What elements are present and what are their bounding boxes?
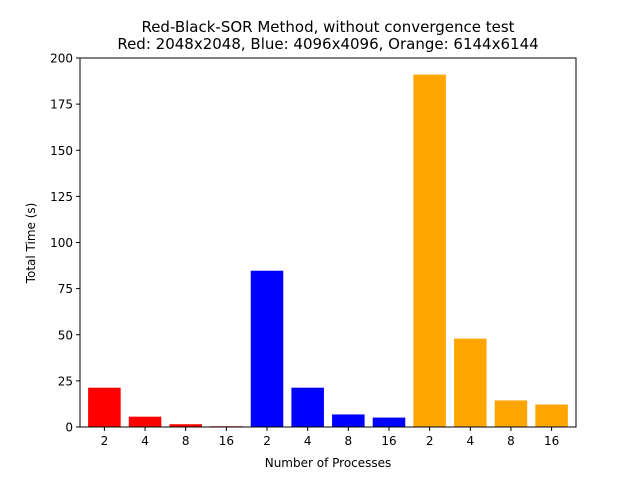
x-tick-label: 8 [182, 434, 190, 448]
y-axis-label: Total Time (s) [24, 203, 38, 285]
chart-subtitle: Red: 2048x2048, Blue: 4096x4096, Orange:… [117, 35, 538, 53]
y-tick-label: 125 [50, 190, 73, 204]
x-axis-ticks: 2 4 8 16 2 4 8 16 2 4 8 16 [101, 427, 559, 448]
bar [413, 74, 446, 427]
bar [494, 400, 528, 427]
y-axis-ticks: 0 25 50 75 100 125 150 175 200 [50, 52, 80, 435]
x-tick-label: 8 [507, 434, 515, 448]
bar [88, 387, 121, 427]
bar-group [88, 74, 568, 427]
x-axis-label: Number of Processes [265, 456, 392, 470]
bar [169, 424, 202, 427]
plot-frame [79, 57, 577, 428]
x-tick-label: 4 [466, 434, 474, 448]
y-tick-label: 0 [65, 421, 73, 435]
bar [128, 416, 162, 427]
x-tick-label: 4 [141, 434, 149, 448]
y-tick-label: 100 [50, 236, 73, 250]
bar [454, 338, 487, 427]
bar [250, 270, 284, 427]
bar [535, 404, 568, 427]
x-tick-label: 2 [263, 434, 271, 448]
bar [291, 387, 324, 427]
x-tick-label: 4 [304, 434, 312, 448]
y-tick-label: 200 [50, 52, 73, 66]
x-tick-label: 2 [426, 434, 434, 448]
x-tick-label: 2 [101, 434, 109, 448]
y-tick-label: 25 [58, 374, 73, 388]
x-tick-label: 16 [544, 434, 559, 448]
bar [332, 414, 365, 427]
x-tick-label: 16 [219, 434, 234, 448]
y-tick-label: 175 [50, 98, 73, 112]
y-tick-label: 150 [50, 144, 73, 158]
y-tick-label: 75 [58, 282, 73, 296]
chart-title: Red-Black-SOR Method, without convergenc… [141, 18, 514, 36]
y-tick-label: 50 [58, 328, 73, 342]
bar [372, 417, 406, 427]
x-tick-label: 16 [381, 434, 396, 448]
x-tick-label: 8 [345, 434, 353, 448]
